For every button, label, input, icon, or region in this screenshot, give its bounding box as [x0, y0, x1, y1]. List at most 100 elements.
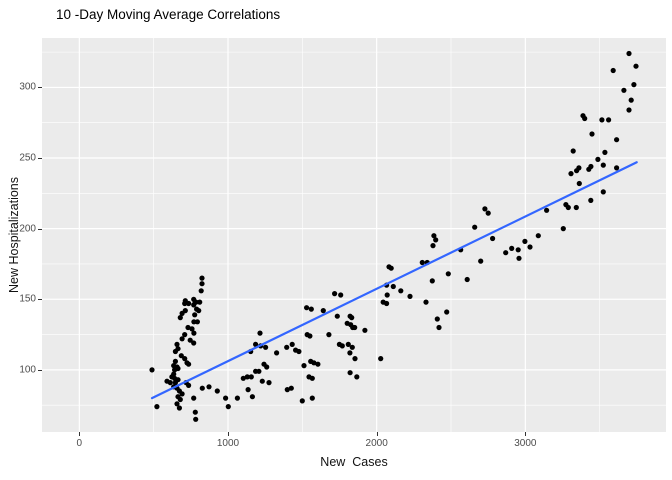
data-point [192, 409, 198, 415]
y-tick-label: 300 [19, 81, 36, 93]
data-point [626, 50, 632, 57]
data-point [516, 255, 522, 261]
data-point [199, 275, 205, 281]
data-point [186, 361, 192, 367]
data-point [296, 348, 302, 355]
data-point [522, 238, 528, 244]
data-point [423, 299, 429, 305]
data-point [257, 330, 263, 336]
data-point [332, 291, 338, 297]
data-point [388, 265, 394, 271]
data-point [338, 292, 344, 298]
data-point [472, 224, 478, 230]
data-point [223, 395, 229, 401]
data-point [263, 344, 269, 350]
x-tick-mark [227, 432, 229, 436]
data-point [199, 385, 205, 391]
data-point [570, 148, 576, 154]
data-point [326, 332, 332, 338]
data-point [444, 309, 450, 315]
data-point [177, 315, 183, 321]
data-point [167, 380, 173, 386]
data-point [339, 343, 345, 349]
x-tick-mark [525, 432, 527, 436]
chart-title: 10 -Day Moving Average Correlations [56, 7, 281, 22]
data-point [171, 371, 177, 377]
scatter-plot-canvas [42, 38, 666, 432]
data-point [434, 316, 440, 322]
data-point [154, 404, 160, 410]
data-point [614, 165, 620, 171]
data-point [309, 395, 315, 401]
data-point [240, 375, 246, 381]
data-point [390, 283, 396, 290]
data-point [362, 327, 368, 333]
data-point [311, 360, 317, 366]
data-point [193, 416, 199, 422]
data-point [244, 374, 250, 380]
data-point [249, 394, 255, 400]
data-point [398, 288, 404, 294]
data-point [347, 370, 353, 376]
data-point [407, 293, 413, 299]
data-point [175, 377, 181, 383]
data-point [172, 358, 178, 364]
data-point [602, 149, 608, 155]
data-point [174, 401, 180, 407]
trend-line [150, 161, 638, 400]
x-axis-title: New Cases [320, 455, 388, 469]
x-tick-label: 1000 [216, 438, 240, 449]
data-point [568, 171, 574, 177]
data-point [378, 356, 384, 362]
data-point [345, 341, 351, 347]
data-point [431, 233, 437, 239]
data-point [253, 341, 259, 347]
data-point [595, 156, 601, 162]
data-point [433, 237, 439, 243]
data-point [631, 82, 637, 88]
data-point [527, 244, 533, 250]
data-point [352, 356, 358, 362]
data-point [308, 306, 314, 312]
data-point [197, 299, 203, 305]
data-point [334, 313, 340, 319]
data-point [248, 374, 254, 380]
data-point [234, 395, 240, 401]
data-point [600, 189, 606, 195]
data-point [384, 300, 390, 307]
data-point [509, 245, 515, 251]
y-tick-label: 100 [19, 364, 36, 376]
y-tick-mark [38, 369, 42, 371]
y-axis-title: New Hospitalizations [7, 176, 21, 294]
data-point [535, 233, 541, 239]
data-point [191, 330, 197, 336]
x-tick-mark [376, 432, 378, 436]
y-tick-label: 150 [19, 293, 36, 305]
data-point [191, 319, 197, 325]
data-point [185, 324, 191, 331]
data-point [186, 382, 192, 388]
data-point [206, 384, 212, 390]
data-point [490, 235, 496, 242]
x-tick-label: 3000 [514, 438, 537, 449]
data-point [349, 315, 355, 321]
data-point [175, 365, 181, 372]
data-point [588, 197, 594, 203]
data-point [419, 259, 425, 266]
data-point [482, 206, 488, 212]
data-point [445, 271, 451, 277]
data-point [544, 207, 550, 213]
data-point [315, 361, 321, 367]
data-point [198, 288, 204, 294]
data-point [384, 292, 390, 298]
y-tick-label: 250 [19, 152, 36, 164]
data-point [193, 299, 199, 305]
data-point [199, 281, 205, 287]
y-tick-label: 200 [19, 223, 36, 235]
data-point [289, 341, 295, 347]
data-point [485, 210, 491, 216]
data-point [177, 396, 183, 403]
data-point [560, 226, 566, 232]
data-point [179, 336, 185, 342]
data-point [309, 375, 315, 381]
